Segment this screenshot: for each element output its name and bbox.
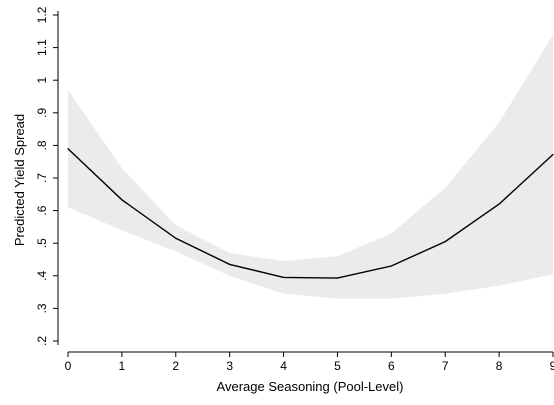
y-tick-label: .4 <box>35 270 49 280</box>
x-tick-label: 0 <box>65 359 72 373</box>
y-tick-label: .6 <box>35 205 49 215</box>
data-point <box>444 241 446 243</box>
series-line-layer <box>67 148 554 279</box>
x-tick-label: 1 <box>119 359 126 373</box>
y-tick-label: .3 <box>35 303 49 313</box>
data-point <box>121 199 123 201</box>
y-tick-label: .8 <box>35 140 49 150</box>
confidence-band-layer <box>68 34 553 299</box>
series-line <box>67 148 554 279</box>
data-point <box>336 277 338 279</box>
y-tick-label: 1.2 <box>35 6 49 23</box>
y-tick-label: .2 <box>35 336 49 346</box>
y-tick-label: .5 <box>35 238 49 248</box>
x-tick-label: 4 <box>280 359 287 373</box>
data-point <box>283 276 285 278</box>
x-tick-label: 2 <box>172 359 179 373</box>
x-tick-label: 8 <box>496 359 503 373</box>
data-point <box>67 148 69 150</box>
y-tick-label: .7 <box>35 173 49 183</box>
x-tick-label: 7 <box>442 359 449 373</box>
x-tick-label: 5 <box>334 359 341 373</box>
data-point <box>390 265 392 267</box>
y-tick-label: 1.1 <box>35 39 49 56</box>
data-point <box>175 237 177 239</box>
y-tick-label: 1 <box>35 77 49 84</box>
y-axis-label: Predicted Yield Spread <box>12 114 27 246</box>
x-axis-label: Average Seasoning (Pool-Level) <box>217 379 404 394</box>
axes-layer: .2 .3 .4 .5 .6 .7 .8 .9 1 1.1 1.2 0 1 2 3 4 5 6 7 8 9 <box>35 6 554 373</box>
x-tick-label: 6 <box>388 359 395 373</box>
confidence-band <box>68 34 553 299</box>
data-point <box>552 153 554 156</box>
y-tick-label: .9 <box>35 107 49 117</box>
data-point <box>229 263 231 265</box>
x-tick-label: 3 <box>226 359 233 373</box>
data-point <box>498 203 500 205</box>
x-tick-label: 9 <box>550 359 554 373</box>
